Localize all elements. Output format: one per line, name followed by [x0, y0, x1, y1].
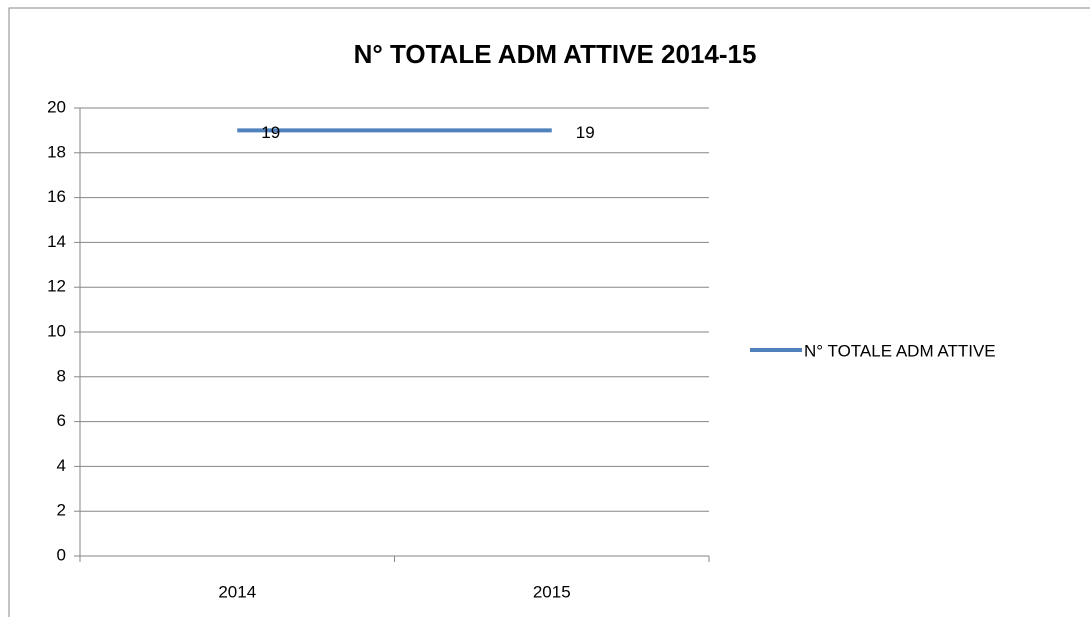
chart-title: N° TOTALE ADM ATTIVE 2014-15 [354, 39, 757, 69]
y-tick-label: 20 [47, 97, 66, 116]
y-tick-label: 10 [47, 321, 66, 340]
y-tick-label: 4 [57, 456, 66, 475]
x-tick-label: 2014 [218, 582, 256, 601]
legend-label: N° TOTALE ADM ATTIVE [804, 341, 996, 360]
y-tick-label: 16 [47, 187, 66, 206]
y-tick-label: 2 [57, 501, 66, 520]
data-label: 19 [261, 123, 280, 142]
y-tick-label: 8 [57, 366, 66, 385]
y-tick-label: 18 [47, 142, 66, 161]
chart-frame [8, 7, 1090, 617]
y-tick-label: 14 [47, 232, 66, 251]
data-label: 19 [576, 123, 595, 142]
y-tick-label: 12 [47, 277, 66, 296]
x-tick-label: 2015 [533, 582, 571, 601]
y-tick-label: 0 [57, 545, 66, 564]
y-tick-label: 6 [57, 411, 66, 430]
